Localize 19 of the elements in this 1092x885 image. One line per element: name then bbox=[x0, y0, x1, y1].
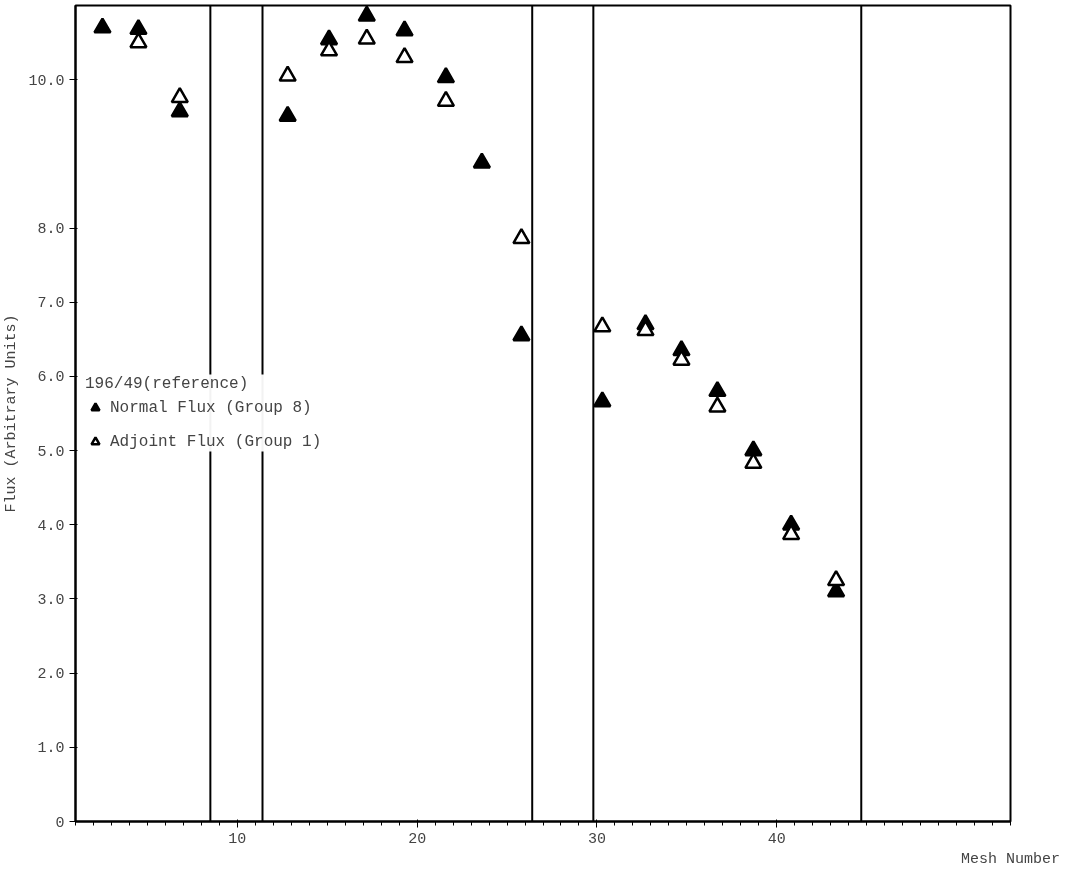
y-tick-label: 1.0 bbox=[37, 740, 65, 758]
y-tick-label: 3.0 bbox=[37, 591, 65, 609]
y-tick-label: 0 bbox=[55, 814, 65, 832]
y-tick-label: 5.0 bbox=[37, 443, 65, 461]
x-tick-label: 40 bbox=[767, 830, 786, 848]
legend-label: Normal Flux (Group 8) bbox=[110, 398, 312, 417]
y-tick-label: 10.0 bbox=[28, 72, 65, 90]
x-tick-label: 30 bbox=[587, 830, 606, 848]
legend-title: 196/49(reference) bbox=[85, 374, 250, 393]
y-axis-title: Flux (Arbitrary Units) bbox=[3, 314, 21, 513]
y-tick-label: 2.0 bbox=[37, 666, 65, 684]
y-tick-label: 6.0 bbox=[37, 369, 65, 387]
y-tick-label: 4.0 bbox=[37, 517, 65, 535]
x-axis-title: Mesh Number bbox=[960, 850, 1061, 868]
x-tick-label: 20 bbox=[408, 830, 427, 848]
y-tick-label: 7.0 bbox=[37, 295, 65, 313]
legend-label: Adjoint Flux (Group 1) bbox=[110, 432, 322, 451]
y-tick-label: 8.0 bbox=[37, 221, 65, 239]
x-tick-label: 10 bbox=[228, 830, 247, 848]
